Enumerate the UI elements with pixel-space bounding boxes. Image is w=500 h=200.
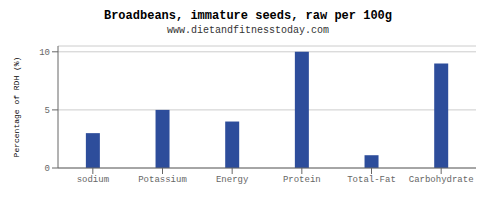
svg-text:5: 5 <box>45 106 50 116</box>
svg-text:Protein: Protein <box>283 175 321 185</box>
svg-text:Energy: Energy <box>216 175 249 185</box>
svg-text:Total-Fat: Total-Fat <box>347 175 396 185</box>
svg-text:Carbohydrate: Carbohydrate <box>409 175 474 185</box>
svg-text:Percentage of RDH (%): Percentage of RDH (%) <box>12 57 21 158</box>
svg-text:0: 0 <box>45 164 50 174</box>
svg-text:Potassium: Potassium <box>138 175 187 185</box>
svg-text:10: 10 <box>39 48 50 58</box>
html-text:Broadbeans, immature seeds, ra: Broadbeans, immature seeds, raw per 100g <box>104 9 392 23</box>
html-text:www.dietandfitnesstoday.com: www.dietandfitnesstoday.com <box>167 25 329 36</box>
svg-text:sodium: sodium <box>77 175 109 185</box>
